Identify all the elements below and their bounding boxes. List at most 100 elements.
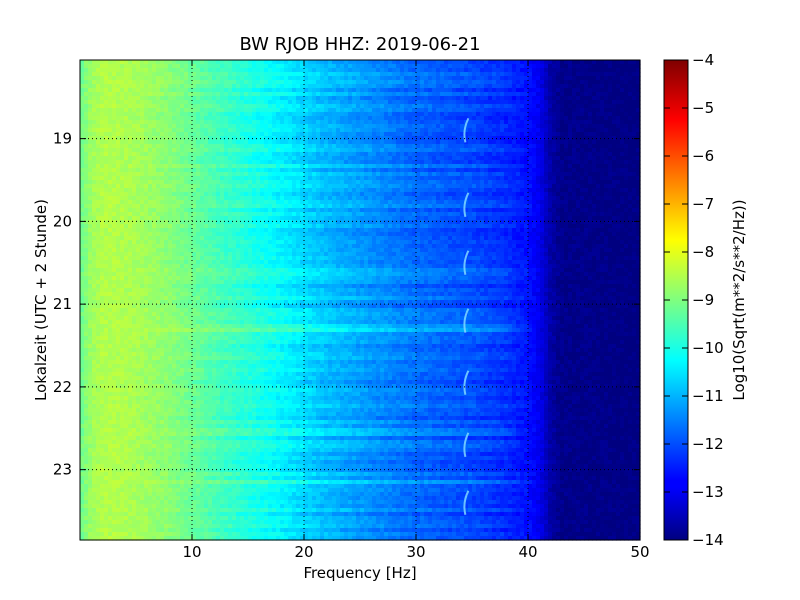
heatmap-cell: [632, 100, 637, 105]
heatmap-cell: [372, 164, 377, 169]
heatmap-cell: [192, 68, 197, 73]
heatmap-cell: [316, 116, 321, 121]
heatmap-cell: [456, 132, 461, 137]
heatmap-cell: [108, 108, 113, 113]
heatmap-cell: [388, 128, 393, 133]
heatmap-cell: [312, 140, 317, 145]
heatmap-cell: [292, 68, 297, 73]
heatmap-cell: [336, 92, 341, 97]
heatmap-cell: [452, 192, 457, 197]
heatmap-cell: [628, 88, 633, 93]
heatmap-cell: [104, 144, 109, 149]
heatmap-cell: [328, 108, 333, 113]
heatmap-cell: [216, 84, 221, 89]
heatmap-cell: [408, 100, 413, 105]
heatmap-cell: [204, 140, 209, 145]
heatmap-cell: [172, 80, 177, 85]
heatmap-cell: [172, 96, 177, 101]
heatmap-cell: [216, 172, 221, 177]
heatmap-cell: [84, 92, 89, 97]
heatmap-cell: [376, 64, 381, 69]
heatmap-cell: [344, 148, 349, 153]
heatmap-cell: [152, 96, 157, 101]
heatmap-cell: [424, 124, 429, 129]
heatmap-cell: [132, 96, 137, 101]
heatmap-cell: [364, 176, 369, 181]
heatmap-cell: [136, 136, 141, 141]
heatmap-cell: [424, 188, 429, 193]
heatmap-cell: [508, 72, 513, 77]
heatmap-cell: [288, 180, 293, 185]
heatmap-cell: [128, 72, 133, 77]
heatmap-cell: [544, 100, 549, 105]
heatmap-cell: [420, 176, 425, 181]
heatmap-cell: [268, 200, 273, 205]
heatmap-cell: [476, 84, 481, 89]
heatmap-cell: [176, 124, 181, 129]
heatmap-cell: [100, 168, 105, 173]
heatmap-cell: [276, 84, 281, 89]
heatmap-cell: [412, 116, 417, 121]
heatmap-cell: [312, 180, 317, 185]
heatmap-cell: [116, 136, 121, 141]
heatmap-cell: [312, 92, 317, 97]
heatmap-cell: [244, 96, 249, 101]
heatmap-cell: [116, 108, 121, 113]
heatmap-cell: [304, 148, 309, 153]
heatmap-cell: [400, 132, 405, 137]
heatmap-cell: [552, 88, 557, 93]
heatmap-cell: [472, 196, 477, 201]
heatmap-cell: [596, 144, 601, 149]
heatmap-cell: [468, 116, 473, 121]
heatmap-cell: [140, 156, 145, 161]
heatmap-cell: [308, 68, 313, 73]
heatmap-cell: [544, 124, 549, 129]
heatmap-cell: [404, 160, 409, 165]
heatmap-cell: [456, 124, 461, 129]
heatmap-cell: [416, 76, 421, 81]
heatmap-cell: [348, 184, 353, 189]
heatmap-cell: [548, 136, 553, 141]
heatmap-cell: [280, 124, 285, 129]
heatmap-cell: [144, 180, 149, 185]
heatmap-cell: [464, 188, 469, 193]
heatmap-cell: [212, 156, 217, 161]
heatmap-cell: [236, 168, 241, 173]
heatmap-cell: [596, 164, 601, 169]
heatmap-cell: [356, 164, 361, 169]
heatmap-cell: [612, 76, 617, 81]
heatmap-cell: [380, 100, 385, 105]
heatmap-cell: [424, 92, 429, 97]
heatmap-cell: [592, 60, 597, 65]
heatmap-cell: [544, 88, 549, 93]
heatmap-cell: [108, 192, 113, 197]
heatmap-cell: [84, 152, 89, 157]
heatmap-cell: [636, 60, 641, 65]
heatmap-cell: [140, 160, 145, 165]
heatmap-cell: [296, 188, 301, 193]
heatmap-cell: [228, 140, 233, 145]
heatmap-cell: [232, 84, 237, 89]
heatmap-cell: [388, 160, 393, 165]
heatmap-cell: [164, 128, 169, 133]
heatmap-cell: [108, 160, 113, 165]
heatmap-cell: [620, 156, 625, 161]
heatmap-cell: [184, 200, 189, 205]
heatmap-cell: [440, 164, 445, 169]
heatmap-cell: [548, 140, 553, 145]
heatmap-cell: [164, 192, 169, 197]
heatmap-cell: [224, 76, 229, 81]
heatmap-cell: [448, 156, 453, 161]
heatmap-cell: [400, 116, 405, 121]
heatmap-cell: [100, 128, 105, 133]
heatmap-cell: [464, 160, 469, 165]
heatmap-cell: [364, 140, 369, 145]
heatmap-cell: [412, 144, 417, 149]
heatmap-cell: [488, 96, 493, 101]
heatmap-cell: [104, 188, 109, 193]
heatmap-cell: [152, 108, 157, 113]
heatmap-cell: [572, 140, 577, 145]
heatmap-cell: [260, 124, 265, 129]
heatmap-cell: [288, 184, 293, 189]
heatmap-cell: [484, 144, 489, 149]
